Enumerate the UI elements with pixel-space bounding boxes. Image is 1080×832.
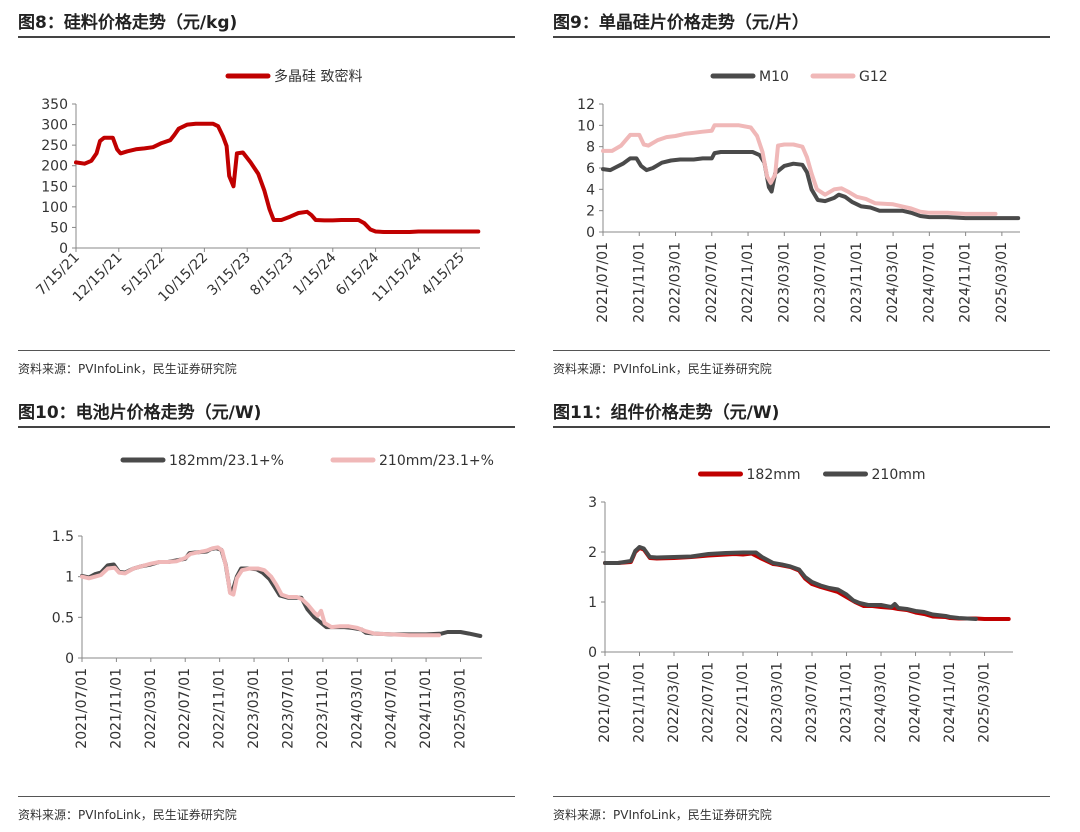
panel-fig8: 图8：硅料价格走势（元/kg) 0 50 100 150 200 250 300 350 7/1… xyxy=(18,8,515,388)
fig8-title-rule xyxy=(18,36,515,38)
y-tick-label: 10 xyxy=(577,118,595,134)
legend-label-0: M10 xyxy=(759,69,789,85)
series-line-1 xyxy=(601,123,998,216)
series-line-1 xyxy=(80,545,441,638)
legend-label-0: 182mm/23.1+% xyxy=(169,453,284,469)
x-tick-label: 2024/07/01 xyxy=(384,668,400,749)
fig10-source: 资料来源：PVInfoLink，民生证券研究院 xyxy=(18,808,237,822)
x-tick-label: 2023/03/01 xyxy=(770,662,786,743)
fig9-source-rule xyxy=(553,350,1050,351)
x-tick-label: 2025/03/01 xyxy=(977,662,993,743)
y-tick-label: 8 xyxy=(586,140,595,156)
x-tick-label: 2023/11/01 xyxy=(839,662,855,743)
fig8-source-rule xyxy=(18,350,515,351)
x-tick-label: 2021/07/01 xyxy=(595,242,611,323)
x-tick-label: 2022/07/01 xyxy=(704,242,720,323)
fig11-chart: 0 1 2 3 2021/07/01 2021/11/01 2022/03/01 2022/0… xyxy=(588,467,1013,743)
y-tick-label: 1 xyxy=(588,595,597,611)
x-tick-label: 2022/07/01 xyxy=(701,662,717,743)
legend-label-0: 182mm xyxy=(747,467,801,483)
y-tick-label: 0 xyxy=(586,225,595,241)
x-tick-label: 2022/03/01 xyxy=(143,668,159,749)
x-tick-label: 2021/07/01 xyxy=(597,662,613,743)
y-tick-label: 2 xyxy=(586,204,595,220)
x-tick-label: 2022/11/01 xyxy=(740,242,756,323)
x-tick-label: 4/15/25 xyxy=(419,250,468,299)
x-tick-label: 2023/07/01 xyxy=(804,662,820,743)
y-tick-label: 50 xyxy=(50,220,68,236)
x-tick-label: 2023/03/01 xyxy=(246,668,262,749)
fig8-title: 图8：硅料价格走势（元/kg) xyxy=(18,13,238,33)
x-tick-label: 1/15/24 xyxy=(290,249,340,299)
fig11-source: 资料来源：PVInfoLink，民生证券研究院 xyxy=(553,808,772,822)
x-tick-label: 2025/03/01 xyxy=(452,668,468,749)
x-tick-label: 2022/11/01 xyxy=(735,662,751,743)
fig8-chart: 0501001502002503003507/15/2112/15/215/15… xyxy=(33,68,481,305)
x-tick-label: 2021/11/01 xyxy=(631,242,647,323)
y-tick-label: 0 xyxy=(59,241,68,257)
y-tick-label: 300 xyxy=(41,118,68,134)
x-tick-label: 2025/03/01 xyxy=(994,242,1010,323)
x-tick-label: 2024/03/01 xyxy=(873,662,889,743)
x-tick-label: 2023/07/01 xyxy=(280,668,296,749)
fig10-source-rule xyxy=(18,796,515,797)
fig9-title: 图9：单晶硅片价格走势（元/片） xyxy=(553,13,810,33)
fig9-chart: 0 2 4 6 8 10 12 2021/07/01 2021/11/01 2022/03/01 2… xyxy=(577,69,1021,323)
y-tick-label: 250 xyxy=(41,138,68,154)
x-tick-label: 2022/03/01 xyxy=(668,242,684,323)
x-tick-label: 2024/03/01 xyxy=(349,668,365,749)
legend-label-0: 多晶硅 致密料 xyxy=(274,68,362,85)
x-tick-label: 2022/03/01 xyxy=(666,662,682,743)
fig11-title: 图11：组件价格走势（元/W) xyxy=(553,403,780,423)
y-tick-label: 0 xyxy=(65,651,74,667)
x-tick-label: 2023/03/01 xyxy=(776,242,792,323)
x-tick-label: 2024/03/01 xyxy=(885,242,901,323)
x-tick-label: 3/15/23 xyxy=(205,250,254,299)
legend-label-1: G12 xyxy=(859,69,888,85)
x-tick-label: 2021/11/01 xyxy=(632,662,648,743)
y-tick-label: 350 xyxy=(41,97,68,113)
x-tick-label: 2021/11/01 xyxy=(108,668,124,749)
y-tick-label: 1 xyxy=(65,570,74,586)
x-tick-label: 2023/11/01 xyxy=(849,242,865,323)
y-tick-label: 100 xyxy=(41,200,68,216)
y-tick-label: 200 xyxy=(41,159,68,175)
x-tick-label: 8/15/23 xyxy=(247,250,296,299)
fig11-title-rule xyxy=(553,426,1050,428)
y-tick-label: 12 xyxy=(577,97,595,113)
fig10-title-rule xyxy=(18,426,515,428)
y-tick-label: 0.5 xyxy=(52,610,74,626)
series-line-0 xyxy=(601,150,1021,221)
x-tick-label: 2024/11/01 xyxy=(418,668,434,749)
legend-label-1: 210mm/23.1+% xyxy=(379,453,494,469)
fig10-chart: 0 0.5 1 1.5 2021/07/01 2021/11/01 2022/03/01 20… xyxy=(52,453,494,749)
x-tick-label: 2024/07/01 xyxy=(908,662,924,743)
y-tick-label: 3 xyxy=(588,495,597,511)
x-tick-label: 2024/07/01 xyxy=(921,242,937,323)
fig10-title: 图10：电池片价格走势（元/W) xyxy=(18,403,262,423)
y-tick-label: 6 xyxy=(586,161,595,177)
series-line-0 xyxy=(74,121,481,234)
fig8-source: 资料来源：PVInfoLink，民生证券研究院 xyxy=(18,362,237,376)
x-tick-label: 2023/07/01 xyxy=(813,242,829,323)
panel-fig9: 图9：单晶硅片价格走势（元/片） 0 2 4 6 8 10 12 2021/07/01 2021… xyxy=(553,8,1050,388)
y-tick-label: 2 xyxy=(588,545,597,561)
y-tick-label: 4 xyxy=(586,182,595,198)
fig9-source: 资料来源：PVInfoLink，民生证券研究院 xyxy=(553,362,772,376)
x-tick-label: 2023/11/01 xyxy=(315,668,331,749)
y-tick-label: 1.5 xyxy=(52,529,74,545)
x-tick-label: 2024/11/01 xyxy=(942,662,958,743)
y-tick-label: 0 xyxy=(588,645,597,661)
x-tick-label: 2021/07/01 xyxy=(74,668,90,749)
x-tick-label: 2022/11/01 xyxy=(212,668,228,749)
y-tick-label: 150 xyxy=(41,179,68,195)
fig9-title-rule xyxy=(553,36,1050,38)
x-tick-label: 2022/07/01 xyxy=(177,668,193,749)
panel-fig11: 图11：组件价格走势（元/W) 0 1 2 3 2021/07/01 2021/11/01… xyxy=(553,398,1050,826)
panel-fig10: 图10：电池片价格走势（元/W) 0 0.5 1 1.5 2021/07/01 2021/… xyxy=(18,398,515,826)
x-tick-label: 2024/11/01 xyxy=(958,242,974,323)
fig11-source-rule xyxy=(553,796,1050,797)
legend-label-1: 210mm xyxy=(872,467,926,483)
series-line-1 xyxy=(603,545,978,621)
